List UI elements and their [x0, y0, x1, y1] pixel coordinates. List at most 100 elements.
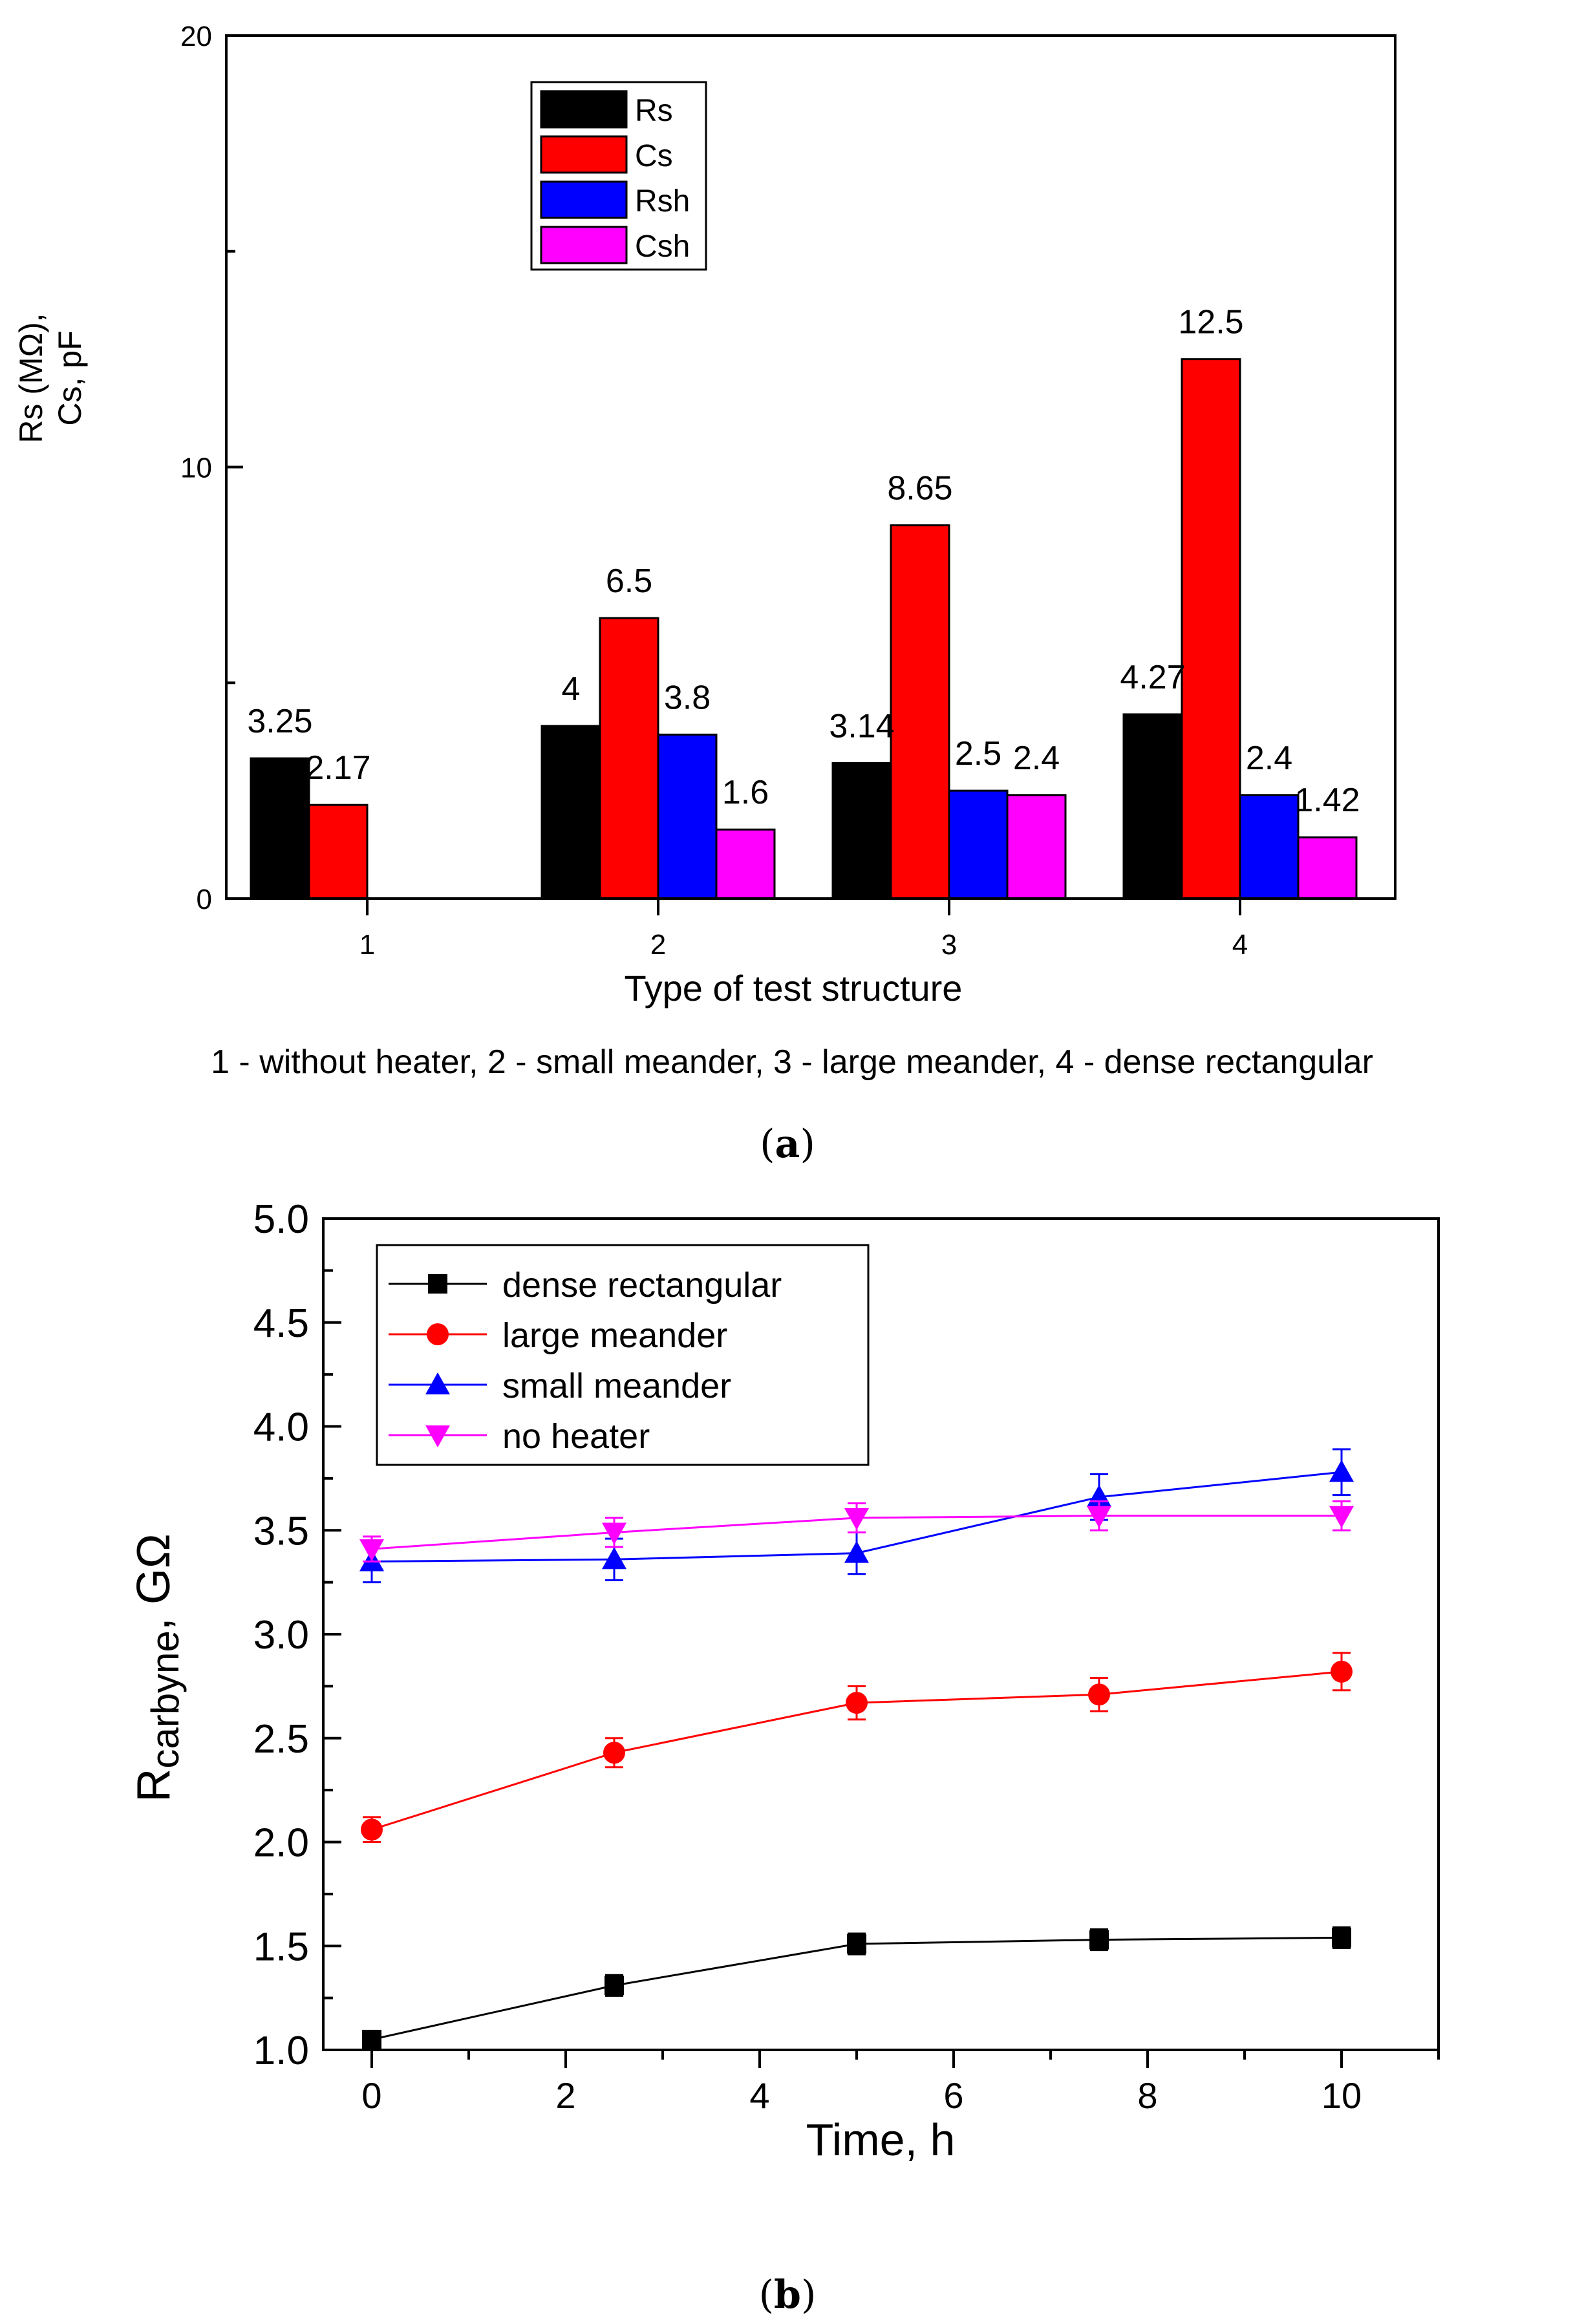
data-point [1329, 1506, 1354, 1528]
bar-cs-2 [599, 617, 659, 900]
x-tick-label: 1 [359, 929, 375, 961]
series-dense-rectangular [362, 1926, 1351, 2049]
bar-rsh-4 [1239, 794, 1300, 900]
bar-value-label: 3.14 [829, 707, 894, 745]
y-tick-label: 0 [197, 884, 212, 915]
data-point [1089, 1930, 1109, 1950]
x-tick-label: 2 [650, 929, 666, 961]
bar-value-label: 1.42 [1294, 782, 1360, 819]
bar-csh-4 [1297, 836, 1358, 900]
x-tick-label: 3 [941, 929, 957, 961]
panel-b-line-chart: 1.0 1.5 2.0 2.5 3.0 3.5 4.0 4.5 5.0 0 2 4 6 8 10 dens… [128, 1197, 1440, 2318]
data-point [605, 1976, 624, 1996]
y-tick-label: 4.5 [253, 1301, 309, 1346]
data-point [844, 1508, 869, 1530]
caption-close-paren: ) [801, 2272, 816, 2318]
data-point [847, 1934, 866, 1954]
bar-value-label: 2.4 [1246, 740, 1292, 777]
data-point [603, 1742, 625, 1764]
legend-label: dense rectangular [502, 1266, 782, 1305]
legend-marker [428, 1274, 447, 1294]
legend-box [376, 1244, 870, 1466]
bar-value-label: 6.5 [606, 562, 652, 600]
panel-a-bar-chart: 3.25 4 3.14 4.27 2.17 6.5 8.65 12.5 3.8 2.5 2.4 1.6… [13, 21, 1396, 1167]
bar-cs-4 [1181, 358, 1241, 900]
data-point [1329, 1460, 1354, 1482]
data-point [1088, 1683, 1110, 1706]
bar-value-label: 2.17 [305, 749, 370, 787]
legend: Rs Cs Rsh Csh [530, 81, 707, 271]
y-tick-label: 5.0 [253, 1197, 309, 1242]
legend-marker [425, 1425, 450, 1447]
bar-group [250, 358, 1358, 900]
y-tick-label: 3.0 [253, 1613, 309, 1658]
bar-value-label: 3.8 [664, 679, 711, 716]
data-point [1087, 1506, 1111, 1528]
bar-value-label: 1.6 [722, 774, 769, 811]
x-tick-label: 4 [749, 2075, 769, 2116]
y-axis-ticks: 0 10 20 [180, 21, 243, 915]
bar-value-label: 3.25 [247, 703, 312, 740]
data-point [602, 1522, 626, 1545]
legend-marker [425, 1372, 450, 1394]
bar-cs-1 [308, 804, 369, 900]
panel-a-caption: (a) [760, 1122, 815, 1167]
series-no-heater [359, 1500, 1354, 1562]
data-point [846, 1692, 868, 1714]
legend-label: no heater [502, 1417, 650, 1456]
x-axis-ticks: 0 2 4 6 8 10 [361, 2050, 1440, 2116]
x-tick-label: 4 [1232, 929, 1248, 961]
legend-swatch-csh [540, 226, 628, 264]
data-point [1332, 1928, 1351, 1948]
legend-swatch-rs [540, 90, 628, 129]
legend-label: large meander [502, 1316, 727, 1355]
y-axis-ticks: 1.0 1.5 2.0 2.5 3.0 3.5 4.0 4.5 5.0 [253, 1197, 341, 2073]
panel-b-caption: (b) [759, 2272, 817, 2318]
bar-rs-3 [831, 762, 892, 900]
bar-rs-1 [250, 757, 310, 900]
data-point [362, 2029, 381, 2049]
series-large-meander [361, 1652, 1353, 1843]
bar-csh-2 [715, 828, 776, 900]
x-axis-title: Time, h [806, 2115, 956, 2165]
bar-value-label: 4 [562, 670, 581, 708]
bar-label-group: 3.25 4 3.14 4.27 2.17 6.5 8.65 12.5 3.8 2.5 2.4 1.6… [247, 304, 1360, 820]
bar-value-label: 4.27 [1120, 659, 1185, 696]
y-axis-title-line-2: Cs, pF [52, 330, 88, 425]
legend-label: Cs [635, 139, 673, 173]
x-tick-label: 8 [1137, 2075, 1157, 2116]
y-axis-title-main: R [128, 1769, 180, 1802]
bar-rs-4 [1122, 713, 1183, 900]
y-axis-title-subscript: carbyne [144, 1630, 187, 1768]
y-tick-label: 4.0 [253, 1405, 309, 1450]
bar-rsh-3 [948, 789, 1009, 900]
bar-value-label: 12.5 [1178, 304, 1243, 341]
category-note: 1 - without heater, 2 - small meander, 3… [211, 1043, 1373, 1081]
y-tick-label: 3.5 [253, 1509, 309, 1553]
y-tick-label: 2.5 [253, 1717, 309, 1762]
bar-value-label: 2.4 [1013, 740, 1060, 777]
caption-close-paren: ) [800, 1122, 815, 1167]
legend: dense rectangular large meander small mean… [376, 1244, 870, 1466]
caption-letter: a [775, 1122, 800, 1167]
bar-value-label: 8.65 [887, 470, 952, 507]
x-axis-ticks: 1 2 3 4 [359, 899, 1248, 961]
legend-label: small meander [502, 1367, 731, 1405]
y-tick-label: 1.0 [253, 2029, 309, 2073]
bar-rsh-2 [657, 733, 718, 900]
legend-marker [427, 1323, 449, 1345]
bar-csh-3 [1006, 794, 1067, 900]
y-axis-title-line-1: Rs (MΩ), [13, 313, 49, 443]
caption-letter: b [774, 2272, 801, 2318]
x-axis-title: Type of test structure [625, 968, 963, 1008]
legend-label: Rs [635, 94, 673, 128]
legend-label: Csh [635, 229, 690, 264]
data-point [361, 1818, 383, 1841]
bar-rs-2 [540, 725, 601, 900]
y-axis-title: Rcarbyne, GΩ [128, 1533, 187, 1802]
data-point [844, 1540, 869, 1563]
y-tick-label: 10 [180, 453, 212, 484]
legend-swatch-cs [540, 135, 628, 174]
y-tick-label: 1.5 [253, 1924, 309, 1969]
